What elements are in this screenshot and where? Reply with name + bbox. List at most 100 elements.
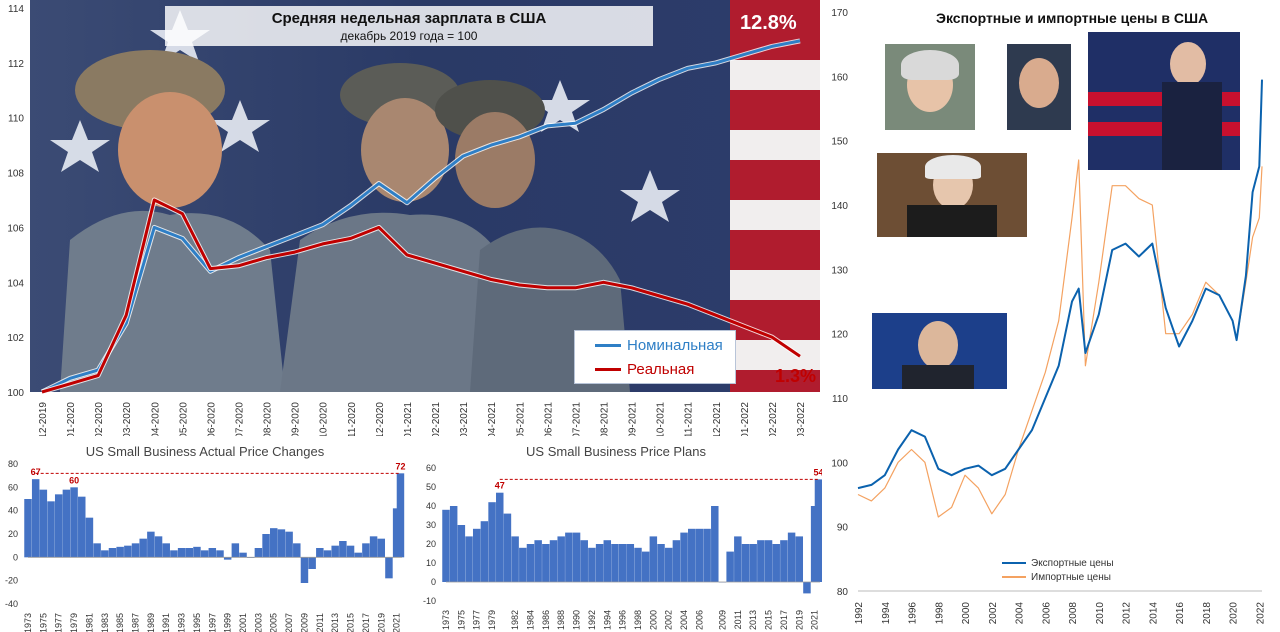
exim-x-tick: 2020: [1229, 602, 1240, 625]
bar-x-tick: 1985: [115, 613, 125, 632]
wages-x-tick: 09-2021: [628, 402, 639, 436]
actual-bars: [24, 473, 405, 583]
exim-x-tick: 2014: [1148, 602, 1159, 625]
bar-x-tick: 1992: [587, 610, 597, 630]
wages-x-axis: 12-2019 01-2020 02-2020 03-2020 04-2020 05-20…: [38, 402, 807, 436]
bar: [480, 521, 489, 582]
exim-x-tick: 2006: [1041, 602, 1052, 625]
bar: [101, 550, 109, 558]
bar: [542, 544, 550, 582]
wages-x-tick: 12-2019: [38, 402, 49, 436]
bar: [85, 517, 94, 558]
bar: [526, 544, 535, 582]
export-import-chart-panel: 80 90 100 110 120 130 140 150 160 170 1992 1994 199…: [822, 0, 1280, 632]
import-legend-swatch: [1002, 576, 1026, 578]
bar: [62, 489, 71, 558]
bar-x-tick: 2021: [392, 613, 402, 632]
bar: [757, 540, 765, 582]
nominal-end-label: 12.8%: [740, 12, 797, 34]
bar: [557, 536, 565, 582]
bar-x-tick: 1999: [223, 613, 233, 632]
bar: [39, 489, 48, 558]
bar-y-tick: 40: [8, 506, 18, 516]
bar: [323, 550, 332, 558]
bar-y-tick: 40: [426, 501, 436, 511]
bar: [803, 582, 811, 594]
plans-x-axis: 1973 1975 1977 1979 1982 1984 1986 1988 1990 1992…: [441, 610, 820, 630]
wages-y-tick: 106: [7, 223, 24, 234]
bar-x-tick: 2021: [810, 610, 820, 630]
annotation-label: 54: [813, 467, 822, 477]
bar: [565, 532, 573, 582]
wages-y-tick: 102: [7, 333, 24, 344]
bar: [108, 548, 117, 558]
wages-y-axis: 100 102 104 106 108 110 112 114: [7, 4, 24, 399]
bar: [741, 544, 750, 582]
exim-x-tick: 2016: [1175, 602, 1186, 625]
wages-x-tick: 08-2021: [599, 402, 610, 436]
actual-annotations: 67 60 72: [31, 461, 406, 485]
exim-x-tick: 2022: [1255, 602, 1266, 625]
bar: [649, 536, 658, 582]
exim-x-tick: 1998: [934, 602, 945, 625]
bar-x-tick: 2009: [299, 613, 309, 632]
bar: [147, 531, 155, 558]
bar: [641, 551, 650, 582]
bar: [519, 547, 527, 582]
bar-x-tick: 2007: [284, 613, 294, 632]
wages-x-tick: 02-2022: [768, 402, 779, 436]
wages-x-tick: 06-2020: [206, 402, 217, 436]
bar-x-tick: 2011: [315, 613, 325, 632]
bar-x-tick: 1996: [618, 610, 628, 630]
bar-x-tick: 1982: [510, 610, 520, 630]
bar: [208, 548, 217, 558]
bar: [726, 551, 734, 582]
bar: [54, 494, 63, 558]
plans-y-axis: -10 0 10 20 30 40 50 60: [423, 463, 436, 606]
bar-x-tick: 1984: [525, 610, 535, 630]
actual-price-changes-panel: -40 -20 0 20 40 60 80 1973 1975 1977 1979 1981 1983…: [0, 436, 410, 632]
exim-y-tick: 80: [837, 587, 849, 598]
bar: [354, 552, 362, 558]
bar-y-tick: -40: [5, 599, 18, 609]
bar: [47, 501, 55, 558]
annotation-label: 67: [31, 467, 41, 477]
bar: [780, 540, 788, 582]
bar: [270, 528, 278, 558]
bar: [262, 534, 270, 558]
bar-y-tick: -10: [423, 596, 436, 606]
plans-bars: [442, 479, 822, 594]
bar: [339, 541, 347, 558]
bar: [116, 546, 124, 558]
bar: [772, 544, 780, 582]
exim-x-tick: 2008: [1068, 602, 1079, 625]
scholz-photo: [872, 313, 1007, 389]
wages-y-tick: 112: [8, 59, 24, 70]
wages-x-tick: 05-2020: [178, 402, 189, 436]
bar-x-tick: 1975: [38, 613, 48, 632]
wages-legend: Номинальная Реальная: [574, 330, 736, 384]
bar-x-tick: 2013: [330, 613, 340, 632]
wages-x-tick: 02-2020: [94, 402, 105, 436]
exim-x-tick: 1992: [854, 602, 865, 625]
bar: [688, 528, 696, 582]
exim-y-tick: 90: [837, 523, 849, 534]
bar: [154, 536, 163, 558]
bar-x-tick: 1995: [192, 613, 202, 632]
bar: [216, 550, 224, 558]
exim-x-tick: 2012: [1122, 602, 1133, 625]
wages-title-box: Средняя недельная зарплата в США декабрь…: [165, 6, 653, 46]
bar: [385, 557, 393, 579]
exim-lines: [857, 79, 1263, 518]
lagarde-photo: [877, 153, 1027, 237]
wages-x-tick: 05-2021: [515, 402, 526, 436]
exim-y-tick: 150: [831, 137, 848, 148]
bar: [124, 545, 132, 558]
bar: [611, 544, 619, 582]
bar: [392, 508, 401, 558]
bar: [749, 544, 757, 582]
bar: [626, 544, 635, 582]
bar-x-tick: 1979: [487, 610, 497, 630]
wages-x-tick: 11-2021: [684, 402, 695, 436]
